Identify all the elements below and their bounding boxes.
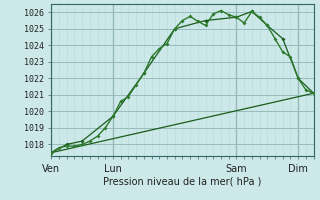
X-axis label: Pression niveau de la mer( hPa ): Pression niveau de la mer( hPa ) xyxy=(103,176,261,186)
